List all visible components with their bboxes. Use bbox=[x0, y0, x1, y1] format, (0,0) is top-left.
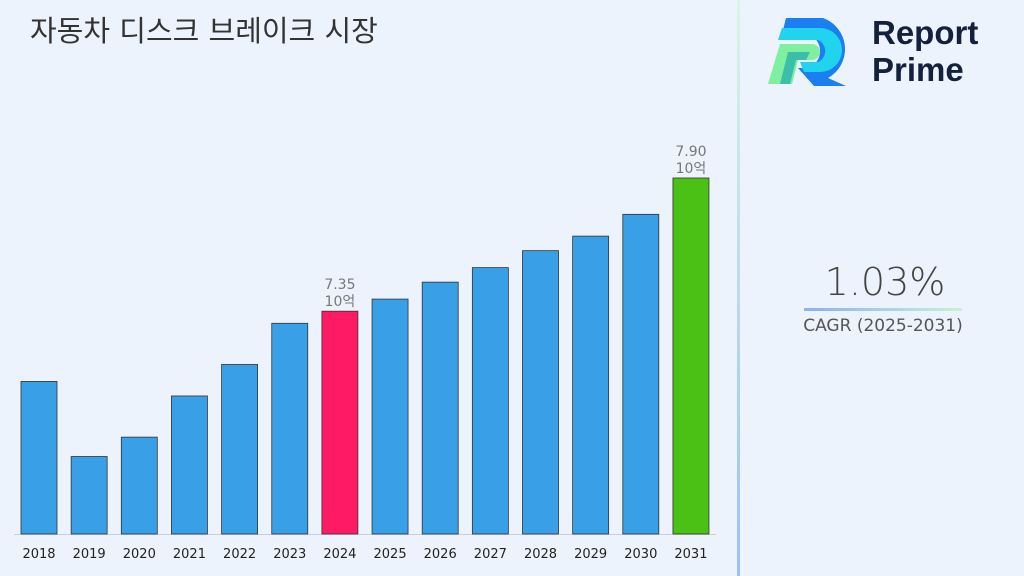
chart-title: 자동차 디스크 브레이크 시장 bbox=[30, 14, 378, 48]
report-prime-logo-icon bbox=[768, 18, 846, 86]
data-label-value: 7.90 bbox=[675, 144, 706, 160]
x-tick-label: 2028 bbox=[524, 547, 557, 562]
bar-2027 bbox=[471, 267, 509, 535]
x-tick-label: 2019 bbox=[73, 547, 106, 562]
bar-2020 bbox=[120, 436, 158, 535]
x-tick-label: 2025 bbox=[374, 547, 407, 562]
logo-line1: Report bbox=[872, 14, 979, 51]
bar-2030 bbox=[622, 213, 660, 535]
bar-2024 bbox=[321, 310, 359, 535]
logo-text: Report Prime bbox=[872, 14, 978, 88]
bar-2028 bbox=[522, 250, 559, 535]
data-label-value: 7.35 bbox=[324, 277, 355, 293]
bar-2018 bbox=[20, 381, 58, 535]
data-label-unit: 10억 bbox=[325, 294, 356, 310]
x-tick-label: 2020 bbox=[123, 547, 156, 562]
bar-2019 bbox=[70, 456, 108, 535]
divider bbox=[737, 0, 740, 576]
x-tick-label: 2021 bbox=[173, 547, 206, 562]
x-tick-label: 2026 bbox=[424, 547, 457, 562]
bar-2021 bbox=[171, 395, 208, 535]
x-tick-label: 2022 bbox=[223, 547, 256, 562]
bar-2026 bbox=[421, 281, 459, 535]
x-tick-label: 2024 bbox=[323, 547, 356, 562]
data-label-unit: 10억 bbox=[676, 161, 707, 177]
x-tick-label: 2031 bbox=[674, 547, 707, 562]
bar-2025 bbox=[371, 298, 409, 535]
logo-line2: Prime bbox=[872, 51, 964, 88]
x-tick-label: 2018 bbox=[22, 547, 55, 562]
cagr-underline bbox=[804, 308, 962, 311]
bar-2029 bbox=[572, 235, 610, 535]
cagr-value: 1.03% bbox=[824, 260, 946, 304]
x-tick-label: 2030 bbox=[624, 547, 657, 562]
x-tick-label: 2027 bbox=[474, 547, 507, 562]
bar-2031 bbox=[672, 177, 710, 535]
bar-chart: 2018 2019 2020 2021 2022 2023 2024 2025 2026 2027… bbox=[14, 144, 716, 562]
x-tick-label: 2029 bbox=[574, 547, 607, 562]
x-tick-label: 2023 bbox=[273, 547, 306, 562]
bar-2023 bbox=[271, 322, 309, 535]
cagr-label: CAGR (2025-2031) bbox=[803, 316, 963, 336]
bar-2022 bbox=[221, 364, 259, 535]
